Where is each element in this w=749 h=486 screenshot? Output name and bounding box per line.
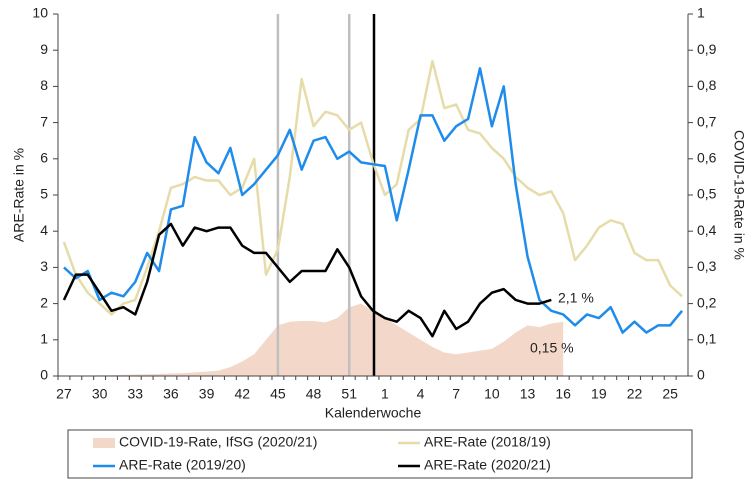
y-tick-label: 2 (40, 294, 48, 310)
y2-tick-label: 0,4 (697, 222, 717, 238)
x-tick-label: 19 (591, 386, 607, 402)
y2-tick-label: 0,8 (697, 77, 717, 93)
x-tick-label: 22 (627, 386, 643, 402)
x-tick-label: 36 (163, 386, 179, 402)
covid-area (63, 303, 564, 376)
x-tick-label: 51 (341, 386, 357, 402)
x-tick-label: 16 (555, 386, 571, 402)
y-tick-label: 8 (40, 77, 48, 93)
series-line (62, 222, 552, 338)
y2-tick-label: 1 (697, 5, 705, 21)
y-tick-label: 10 (32, 5, 48, 21)
y-tick-label: 0 (40, 367, 48, 383)
annotation: 0,15 % (530, 340, 574, 356)
legend-label: ARE-Rate (2020/21) (424, 457, 551, 473)
x-tick-label: 30 (92, 386, 108, 402)
legend-label: ARE-Rate (2019/20) (119, 457, 246, 473)
y2-tick-label: 0,3 (697, 258, 717, 274)
legend-swatch (93, 438, 115, 448)
x-tick-label: 4 (417, 386, 425, 402)
y2-tick-label: 0,7 (697, 113, 717, 129)
x-tick-label: 25 (662, 386, 678, 402)
x-tick-label: 7 (452, 386, 460, 402)
x-tick-label: 1 (381, 386, 389, 402)
y-tick-label: 3 (40, 258, 48, 274)
x-tick-label: 39 (199, 386, 215, 402)
y-tick-label: 7 (40, 113, 48, 129)
legend-box (67, 429, 693, 479)
y-axis-label: ARE-Rate in % (11, 148, 27, 242)
x-axis-label: Kalenderwoche (325, 405, 422, 421)
y-tick-label: 9 (40, 41, 48, 57)
y2-tick-label: 0,9 (697, 41, 717, 57)
annotation: 2,1 % (558, 290, 594, 306)
series-line (63, 67, 684, 334)
y2-tick-label: 0,2 (697, 294, 717, 310)
y2-axis-label: COVID-19-Rate in % (731, 130, 747, 260)
legend-label: ARE-Rate (2018/19) (424, 434, 551, 450)
x-tick-label: 27 (56, 386, 72, 402)
x-tick-label: 10 (484, 386, 500, 402)
x-tick-label: 45 (270, 386, 286, 402)
x-tick-label: 42 (234, 386, 250, 402)
y2-tick-label: 0,6 (697, 150, 717, 166)
legend-label: COVID-19-Rate, IfSG (2020/21) (119, 434, 317, 450)
y2-tick-label: 0,1 (697, 331, 717, 347)
y2-tick-label: 0 (697, 367, 705, 383)
y-tick-label: 4 (40, 222, 48, 238)
x-tick-label: 13 (520, 386, 536, 402)
x-tick-label: 33 (127, 386, 143, 402)
y-tick-label: 1 (40, 331, 48, 347)
y-tick-label: 6 (40, 150, 48, 166)
y-tick-label: 5 (40, 186, 48, 202)
y2-tick-label: 0,5 (697, 186, 717, 202)
series-line (62, 59, 683, 316)
x-tick-label: 48 (306, 386, 322, 402)
